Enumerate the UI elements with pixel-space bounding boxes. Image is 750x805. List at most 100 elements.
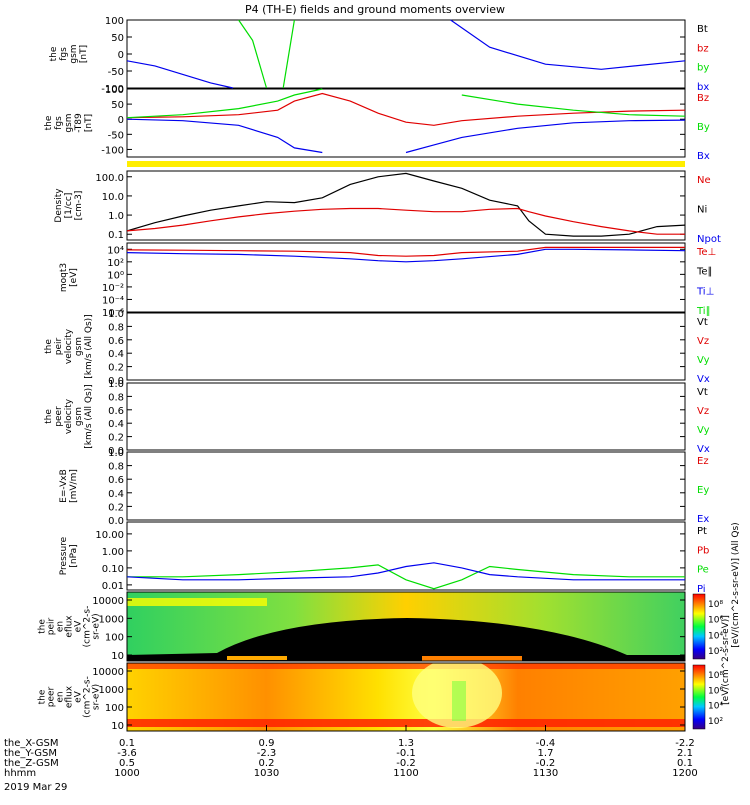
y-tick-label: 10⁻⁶	[102, 308, 124, 319]
y-axis-label: fgs	[54, 116, 64, 130]
spectrogram-low-band	[227, 656, 287, 660]
panel-fgs: 100 50 0 -50 -100 the fgs gsm [nT] Bt bz by bx	[49, 16, 709, 95]
y-axis-label: [nT]	[79, 45, 89, 63]
y-tick-label: 0.0	[108, 516, 124, 527]
x-axis-value: 1030	[254, 768, 279, 779]
legend-label: Vx	[697, 444, 710, 455]
legend-label: Vz	[697, 406, 709, 417]
y-tick-label: -50	[108, 130, 124, 141]
x-axis-value: 1100	[393, 768, 418, 779]
colorbar-label: [eV/(cm^2-s-sr-eV)]	[721, 615, 731, 705]
x-axis-value: -0.1	[396, 748, 416, 759]
x-axis-value: 1130	[533, 768, 558, 779]
spectrogram-core	[452, 681, 466, 721]
y-axis-label: (cm^2-s-	[83, 676, 93, 718]
y-tick-label: 10.00	[95, 530, 124, 541]
legend-label: Pb	[697, 545, 709, 556]
y-tick-label: 0.01	[102, 581, 124, 592]
colorbar	[692, 664, 706, 730]
x-axis-value: 0.1	[677, 758, 693, 769]
legend-label: Ex	[697, 514, 709, 525]
peir_spec-image	[127, 592, 685, 661]
y-axis-label: the	[44, 409, 54, 424]
legend-label: Vt	[697, 387, 708, 398]
legend-label: Ni	[697, 205, 707, 216]
y-tick-label: -50	[108, 67, 124, 78]
peir_spec-frame	[126, 591, 686, 662]
y-tick-label: 100	[105, 633, 124, 644]
y-tick-label: 0.8	[108, 392, 124, 403]
y-axis-label: peir	[54, 337, 64, 355]
x-axis-value: -0.4	[536, 738, 556, 749]
y-axis-label: eflux	[65, 615, 75, 638]
y-tick-label: 0.2	[108, 363, 124, 374]
legend-label: Vx	[697, 374, 710, 385]
colorbar-tick-label: 10²	[708, 717, 723, 727]
legend-label: Te⊥	[696, 247, 716, 258]
x-axis-value: -2.3	[257, 748, 277, 759]
y-axis-label: gsm	[69, 44, 79, 63]
temperature-series-1	[126, 248, 686, 263]
panel-peer_spec: 10000 1000 100 10 the peer en eflux eV (cm^2-s-sr…	[38, 662, 723, 732]
y-axis-label: the	[38, 689, 48, 704]
y-tick-label: 1.0	[108, 211, 124, 222]
y-tick-label: 100	[105, 85, 124, 96]
legend-label: Vz	[697, 336, 709, 347]
panel-efield: 1.0 0.8 0.6 0.4 0.2 0.0 E=-VxB [mV/m] Ez Ey Ex	[59, 448, 709, 527]
y-tick-label: 100.0	[95, 173, 124, 184]
y-axis-label: fgs	[59, 47, 69, 61]
y-tick-label: 10⁻²	[102, 283, 124, 294]
panel-peir_spec: 10000 1000 100 10 the peir en eflux eV (cm^2-s-sr…	[38, 591, 723, 662]
legend-label: Ti⊥	[696, 286, 714, 297]
pressure-frame	[126, 521, 686, 591]
legend-label: Bx	[697, 151, 710, 162]
spectrogram-void	[127, 618, 685, 661]
y-tick-label: 0.1	[108, 230, 124, 241]
spectrogram-low-band	[422, 656, 522, 661]
legend-label: Pe	[697, 565, 709, 576]
y-tick-label: 50	[111, 33, 124, 44]
y-tick-label: 0.2	[108, 433, 124, 444]
y-axis-label: moqt3	[59, 263, 69, 292]
pressure-series-1	[126, 562, 685, 581]
x-axis-date: 2019 Mar 29	[4, 782, 67, 793]
y-tick-label: 10	[111, 651, 124, 662]
y-tick-label: 0.8	[108, 462, 124, 473]
y-axis-label: [1/cc]	[64, 193, 74, 219]
y-tick-label: 10000	[92, 596, 124, 607]
fgs-series-0	[126, 19, 686, 89]
y-tick-label: 10⁰	[107, 270, 124, 281]
fgs-frame	[126, 19, 686, 89]
y-axis-label: sr-eV)	[92, 684, 102, 710]
y-axis-label: eflux	[65, 685, 75, 708]
fgs-series-1	[238, 19, 268, 89]
colorbar	[692, 593, 706, 660]
x-axis-value: -0.2	[396, 758, 416, 769]
legend-label: Bz	[697, 93, 709, 104]
x-axis-row-label: hhmm	[4, 768, 36, 779]
fgs_sub-frame	[126, 88, 686, 158]
y-axis-label: gsm	[74, 407, 84, 426]
colorbar-tick-label: 10⁸	[708, 671, 723, 681]
x-axis-value: -2.2	[675, 738, 695, 749]
y-tick-label: 1.00	[102, 547, 124, 558]
legend-label: Te∥	[696, 267, 713, 278]
y-tick-label: -100	[101, 84, 124, 95]
colorbar-tick-label: 10⁸	[708, 600, 723, 610]
y-axis-label: -T89	[74, 113, 84, 133]
fgs-series-2	[282, 19, 295, 89]
y-tick-label: 50	[111, 100, 124, 111]
legend-label: bz	[697, 43, 709, 54]
x-axis-value: 2.1	[677, 748, 693, 759]
fgs_sub-series-0	[126, 92, 686, 126]
y-tick-label: 1.0	[108, 379, 124, 390]
y-axis-label: E=-VxB	[59, 469, 69, 503]
colorbar-tick-label: 10⁴	[708, 631, 723, 641]
temperature-frame	[126, 242, 686, 313]
legend-label: By	[697, 122, 710, 133]
y-axis-label: eV	[74, 620, 84, 633]
y-tick-label: 0.0	[108, 446, 124, 457]
